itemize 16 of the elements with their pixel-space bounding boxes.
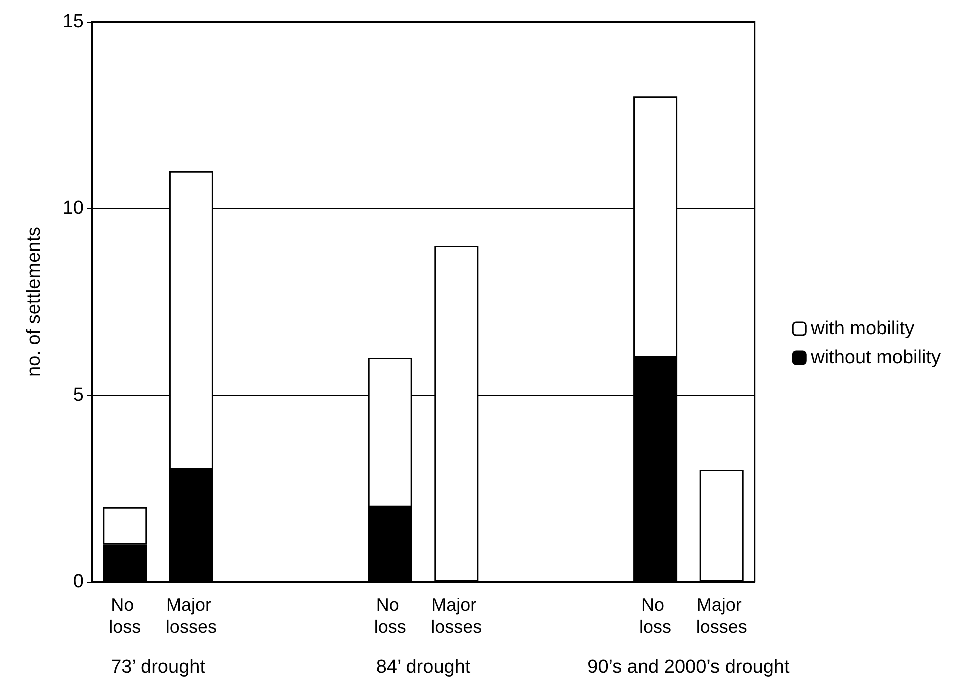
y-axis-title: no. of settlements (24, 227, 45, 377)
x-tick-label: No loss (640, 595, 672, 637)
legend-label: with mobility (810, 318, 916, 340)
y-tick-label: 15 (62, 12, 84, 32)
x-tick-label: Major losses (431, 595, 482, 637)
y-tick-label: 10 (62, 198, 84, 220)
x-tick-label: No loss (374, 595, 406, 637)
text: 73’ drought (111, 657, 206, 678)
x-tick-label: No loss (109, 595, 142, 637)
x-tick-label: Major losses (166, 595, 217, 637)
text: 90’s and 2000’s drought (588, 657, 790, 678)
y-tick-label: 0 (73, 572, 84, 592)
legend-label: without mobility (810, 348, 942, 368)
y-tick-label: 5 (73, 384, 84, 406)
text: 84’ drought (376, 657, 472, 678)
x-tick-label: Major losses (696, 595, 748, 637)
